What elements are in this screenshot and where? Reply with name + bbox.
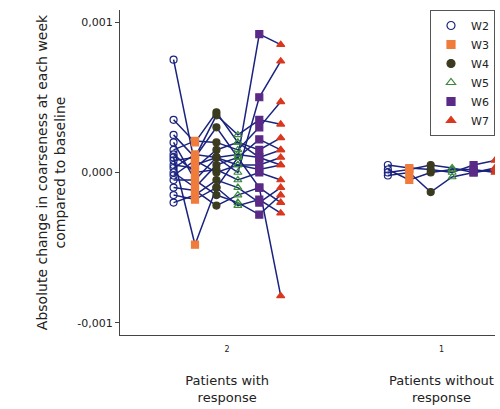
svg-text:-0,001: -0,001 bbox=[77, 317, 112, 330]
svg-text:0,001: 0,001 bbox=[81, 16, 113, 29]
svg-text:1Patients withoutresponse: 1Patients withoutresponse bbox=[389, 345, 494, 406]
svg-text:W5: W5 bbox=[471, 77, 489, 90]
svg-text:W6: W6 bbox=[471, 96, 489, 109]
svg-text:W4: W4 bbox=[471, 58, 489, 71]
svg-text:W2: W2 bbox=[471, 20, 489, 33]
svg-text:W7: W7 bbox=[471, 115, 489, 128]
svg-text:2Patients withresponse: 2Patients withresponse bbox=[185, 345, 269, 406]
svg-text:0,000: 0,000 bbox=[81, 166, 113, 179]
svg-text:Absolute change in coarseness: Absolute change in coarseness at each we… bbox=[34, 14, 68, 330]
svg-text:W3: W3 bbox=[471, 39, 489, 52]
